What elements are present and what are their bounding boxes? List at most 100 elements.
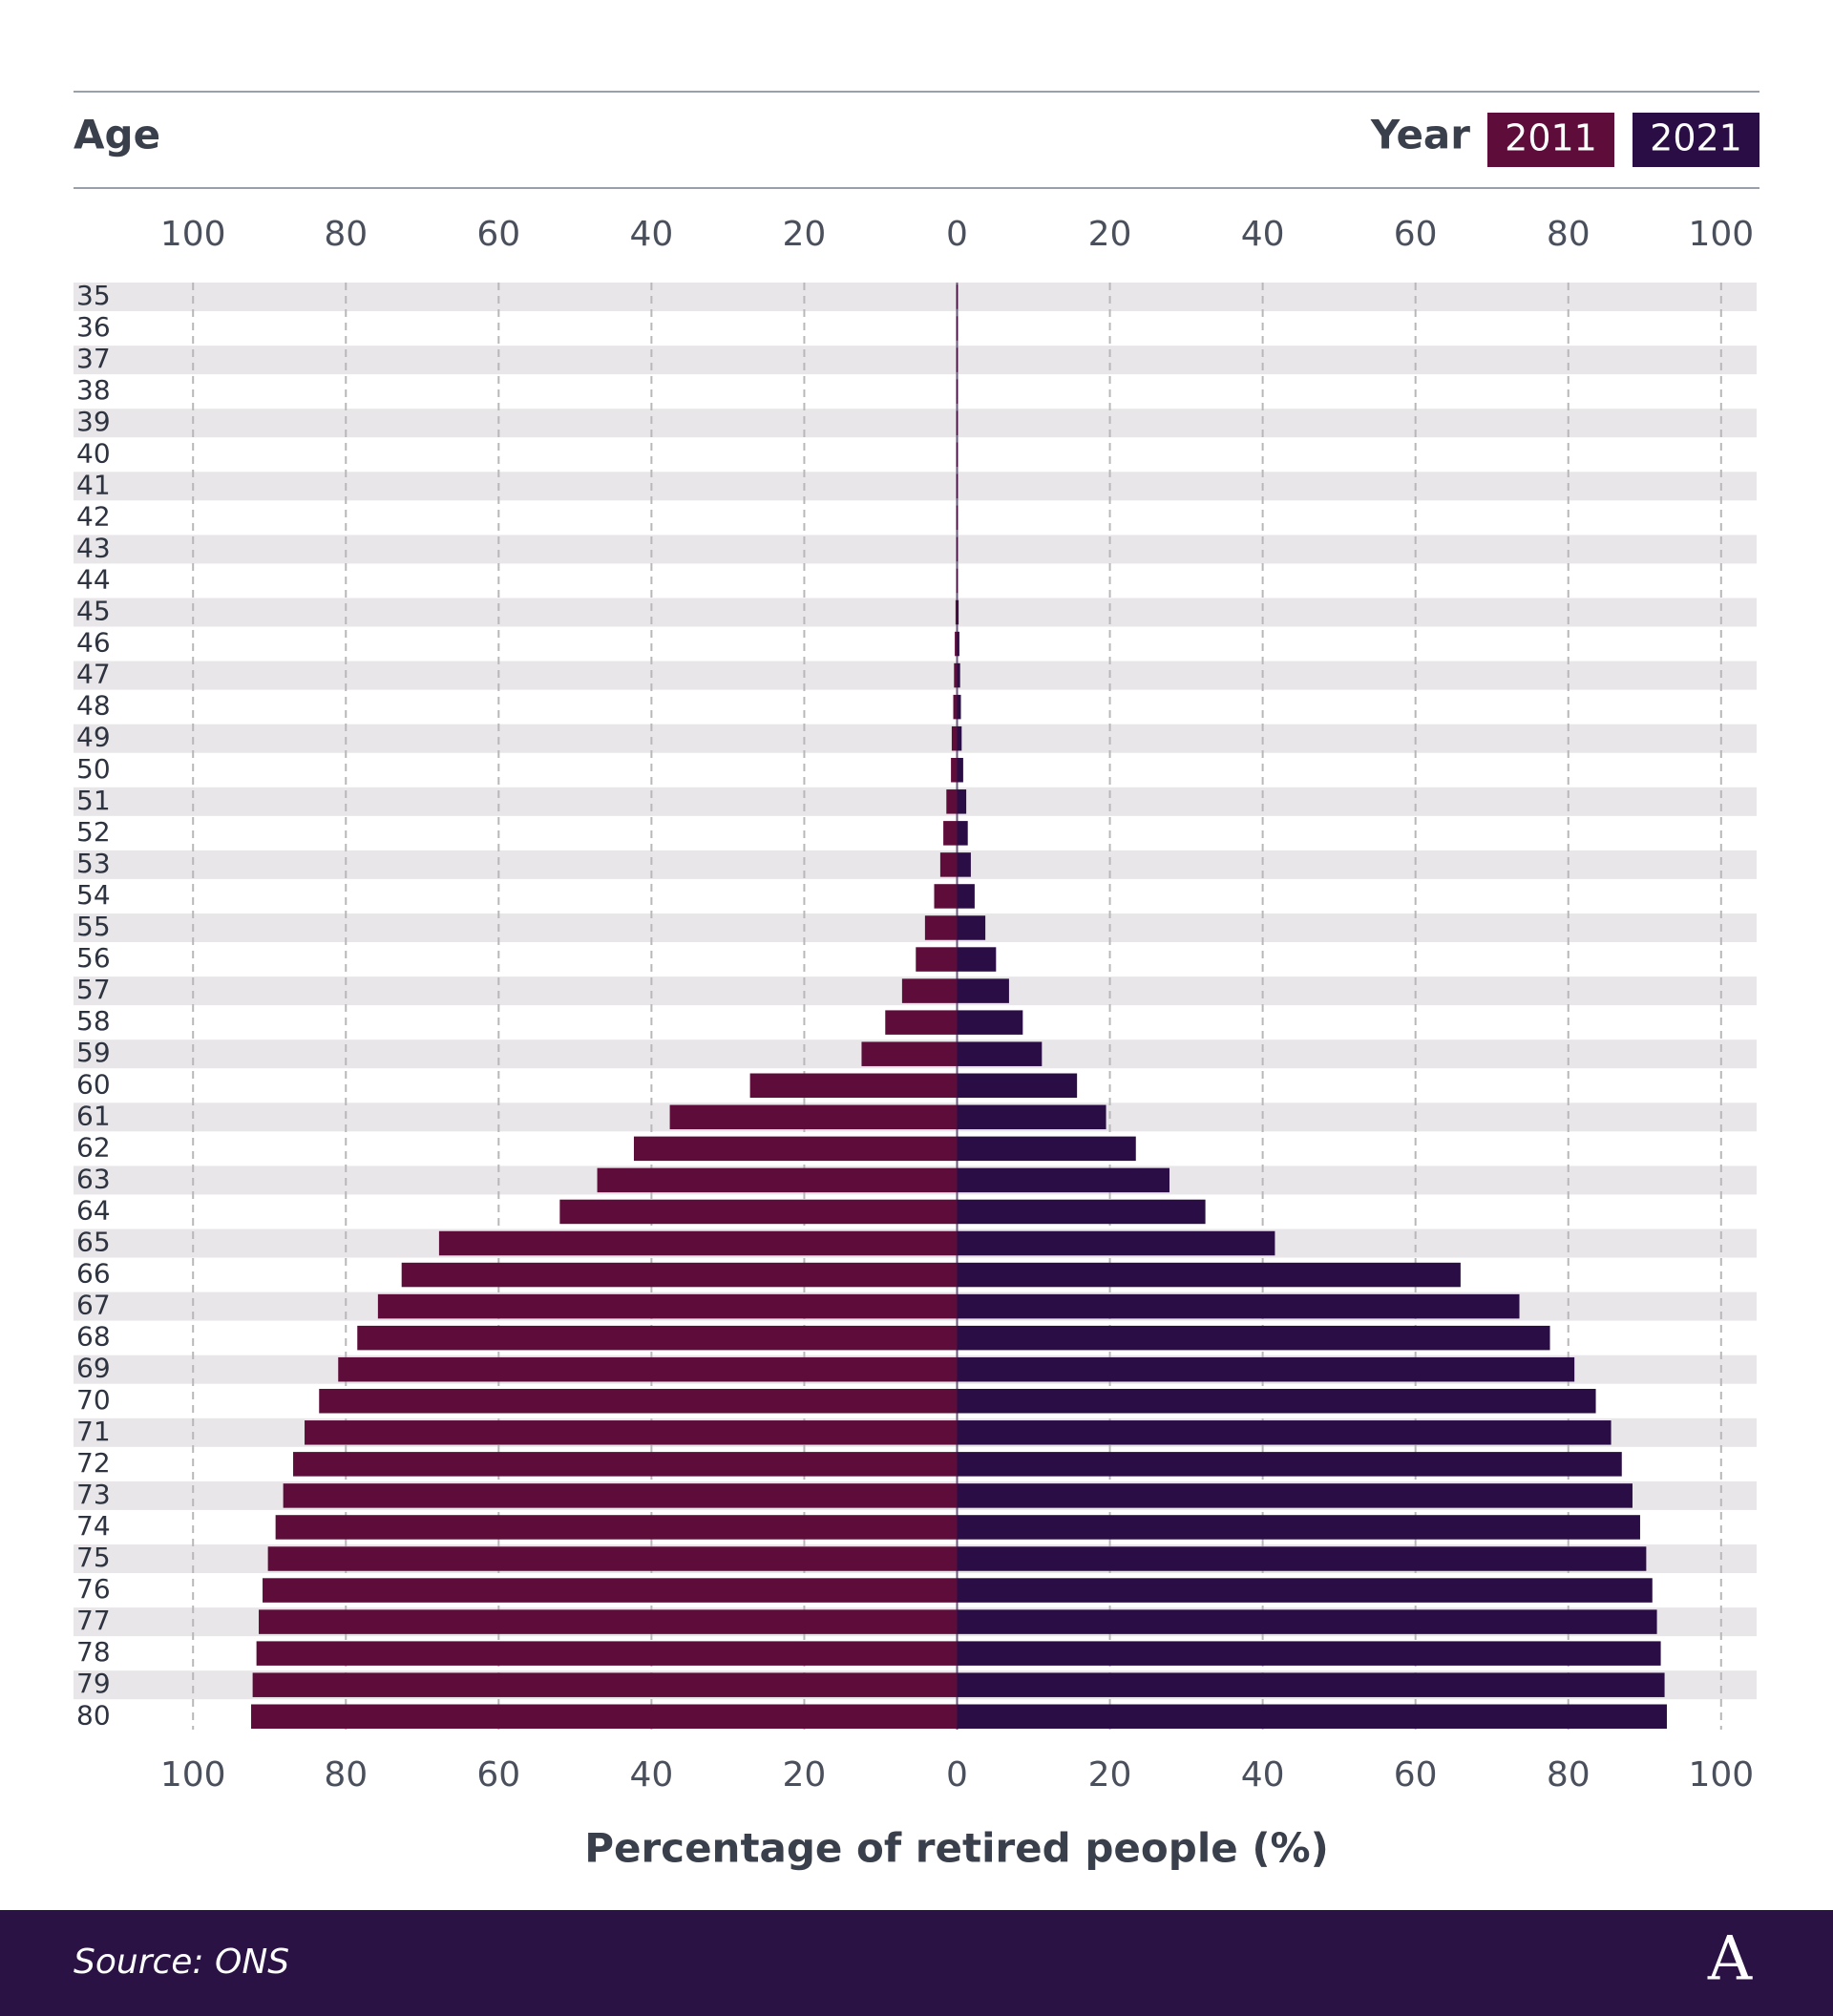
y-tick-label: 49 [76, 722, 111, 753]
y-tick-label: 79 [76, 1668, 111, 1699]
legend-label: 2011 [1505, 117, 1597, 159]
bar [957, 1073, 1078, 1098]
bar [957, 1546, 1647, 1571]
bar [957, 915, 986, 940]
x-tick-label: 100 [160, 1755, 226, 1795]
y-tick-label: 60 [76, 1068, 111, 1100]
y-tick-label: 64 [76, 1194, 111, 1226]
y-tick-label: 65 [76, 1227, 111, 1258]
y-tick-label: 62 [76, 1131, 111, 1163]
x-tick-label: 20 [783, 1755, 827, 1795]
x-tick-label: 20 [1088, 1755, 1132, 1795]
bar [957, 1262, 1461, 1288]
x-tick-label: 60 [476, 1755, 520, 1795]
bar [954, 662, 958, 688]
x-tick-label: 40 [1241, 215, 1285, 254]
y-tick-label: 70 [76, 1384, 111, 1416]
x-tick-label: 80 [1547, 215, 1591, 254]
bar [293, 1452, 958, 1477]
bar [957, 978, 1009, 1003]
bar [955, 599, 958, 625]
x-tick-label: 20 [783, 215, 827, 254]
y-tick-label: 61 [76, 1100, 111, 1131]
y-tick-label: 51 [76, 785, 111, 816]
bar [957, 1515, 1640, 1540]
y-tick-label: 48 [76, 690, 111, 722]
y-tick-label: 74 [76, 1510, 111, 1542]
bar [957, 473, 959, 499]
bar [283, 1483, 958, 1508]
y-tick-label: 50 [76, 753, 111, 785]
logo: A [1707, 1924, 1753, 1995]
y-tick-label: 73 [76, 1479, 111, 1510]
bar [957, 1199, 1206, 1225]
y-tick-label: 63 [76, 1163, 111, 1194]
x-tick-label: 100 [160, 215, 226, 254]
bar [957, 536, 959, 562]
legend-label: 2021 [1650, 117, 1742, 159]
bar [957, 947, 997, 972]
row-stripe [74, 661, 1757, 690]
bar [259, 1609, 958, 1634]
legend-title: Year [1370, 112, 1470, 158]
y-tick-label: 36 [76, 311, 111, 343]
y-tick-label: 58 [76, 1005, 111, 1037]
y-tick-label: 69 [76, 1353, 111, 1384]
bar [946, 789, 958, 814]
y-tick-label: 54 [76, 879, 111, 911]
bar [957, 379, 959, 404]
y-tick-label: 35 [76, 280, 111, 311]
bar [957, 758, 963, 783]
bar [957, 789, 967, 814]
y-tick-label: 77 [76, 1605, 111, 1636]
bar [957, 852, 971, 877]
bar [957, 442, 959, 467]
y-tick-label: 38 [76, 374, 111, 406]
bar [749, 1073, 958, 1098]
bar [957, 347, 959, 372]
bar [251, 1704, 958, 1729]
bar [957, 1167, 1169, 1193]
y-tick-label: 44 [76, 563, 111, 595]
bar [951, 758, 958, 783]
x-tick-label: 40 [1241, 1755, 1285, 1795]
y-tick-label: 39 [76, 406, 111, 437]
row-stripe [74, 724, 1757, 753]
bar [956, 442, 958, 467]
x-tick-label: 80 [1547, 1755, 1591, 1795]
bar [957, 884, 975, 909]
bar [957, 1356, 1575, 1382]
row-stripe [74, 535, 1757, 564]
x-axis-title: Percentage of retired people (%) [584, 1825, 1329, 1872]
bar [957, 568, 959, 594]
bar [559, 1199, 958, 1225]
bar [956, 568, 958, 594]
x-tick-label: 40 [629, 215, 673, 254]
bar [957, 1609, 1657, 1634]
bar [256, 1641, 958, 1666]
y-tick-label: 59 [76, 1037, 111, 1068]
bar [275, 1515, 958, 1540]
x-tick-label: 60 [476, 215, 520, 254]
bar [669, 1104, 958, 1130]
row-stripe [74, 472, 1757, 501]
y-tick-label: 37 [76, 343, 111, 374]
bar [956, 505, 958, 531]
bar [956, 316, 958, 341]
y-tick-label: 80 [76, 1699, 111, 1731]
bar [956, 379, 958, 404]
bar [957, 1483, 1633, 1508]
bar [597, 1167, 958, 1193]
bar [957, 1041, 1043, 1066]
y-tick-label: 47 [76, 659, 111, 690]
bar [957, 1136, 1136, 1162]
bar [953, 694, 958, 720]
bar [957, 284, 959, 309]
x-tick-label: 0 [946, 215, 968, 254]
bar [252, 1672, 958, 1697]
bar [957, 631, 959, 657]
bar [943, 821, 958, 846]
bar [956, 536, 958, 562]
row-stripe [74, 598, 1757, 627]
